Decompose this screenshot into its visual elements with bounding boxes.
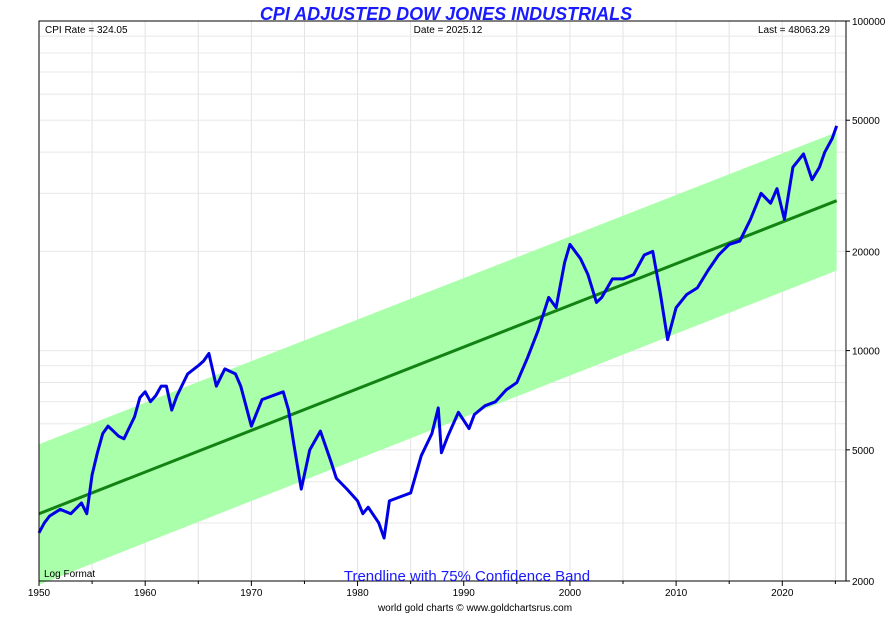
x-tick-label: 1970 — [240, 588, 263, 599]
x-tick-label: 2000 — [559, 588, 582, 599]
series-line — [37, 125, 839, 540]
x-axis: 1950 1960 1970 1980 1990 2000 2010 2020 — [28, 581, 836, 599]
x-tick-label: 1960 — [134, 588, 157, 599]
cpi-rate-label: CPI Rate = 324.05 — [45, 25, 128, 36]
chart-title: CPI ADJUSTED DOW JONES INDUSTRIALS — [260, 4, 632, 24]
plot-area — [37, 20, 847, 585]
x-tick-label: 1950 — [28, 588, 51, 599]
y-tick-label: 2000 — [852, 577, 875, 588]
x-tick-label: 1990 — [453, 588, 476, 599]
y-axis: 100000 50000 20000 10000 5000 2000 — [846, 17, 886, 588]
y-tick-label: 100000 — [852, 17, 886, 28]
last-value-label: Last = 48063.29 — [758, 25, 830, 36]
credit-text: world gold charts © www.goldchartsrus.co… — [377, 603, 572, 614]
x-tick-label: 2010 — [665, 588, 688, 599]
log-format-label: Log Format — [44, 569, 95, 580]
x-tick-label: 2020 — [771, 588, 794, 599]
date-label: Date = 2025.12 — [414, 25, 483, 36]
band-label: Trendline with 75% Confidence Band — [344, 568, 590, 585]
trendline — [38, 199, 838, 516]
y-tick-label: 20000 — [852, 247, 880, 258]
plot-frame — [38, 20, 847, 582]
y-tick-label: 5000 — [852, 446, 875, 457]
x-tick-label: 1980 — [346, 588, 369, 599]
y-tick-label: 10000 — [852, 347, 880, 358]
y-tick-label: 50000 — [852, 116, 880, 127]
